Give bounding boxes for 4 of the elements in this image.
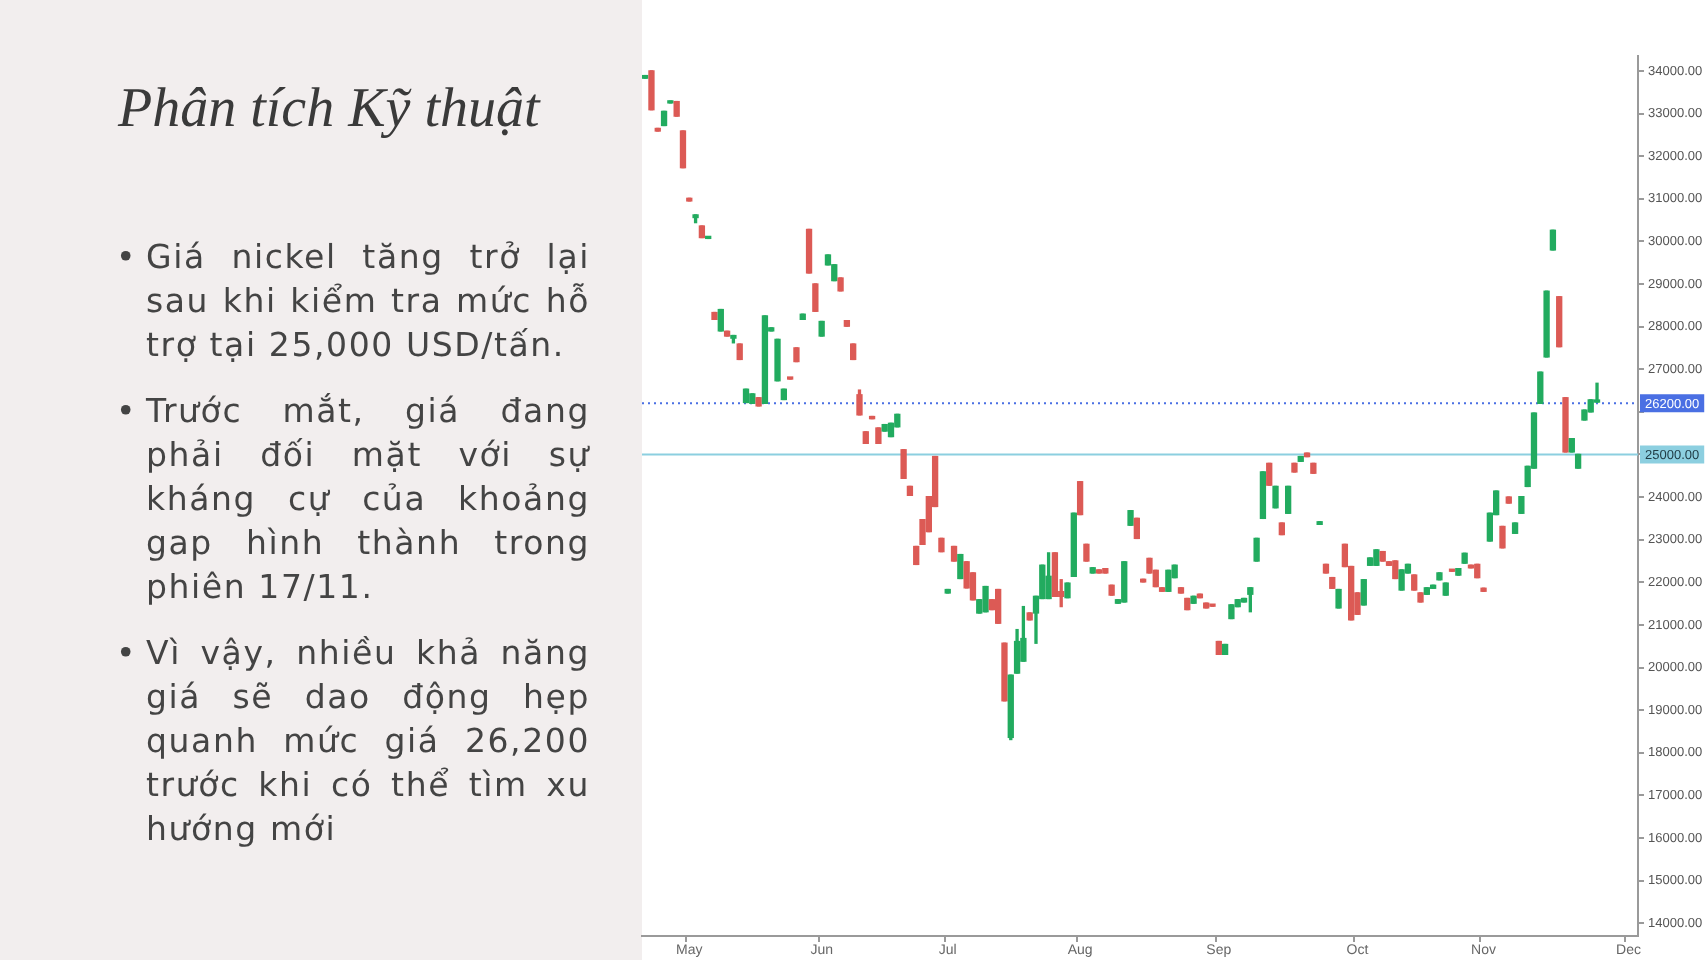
text: • Trước mắt, giá đang phải đối mặt với sự kháng cự của khoảng gap hình thành trong phiên 17/11. <box>116 390 590 610</box>
chart-title: Phân tích Kỹ thuật <box>118 78 540 142</box>
text: • Vì vậy, nhiều khả năng giá sẽ dao động hẹp quanh mức giá 26,200 trước khi có thể tìm xu hướng mới <box>116 632 590 852</box>
text: • Giá nickel tăng trở lại sau khi kiểm tra mức hỗ trợ tại 25,000 USD/tấn. <box>116 236 590 368</box>
